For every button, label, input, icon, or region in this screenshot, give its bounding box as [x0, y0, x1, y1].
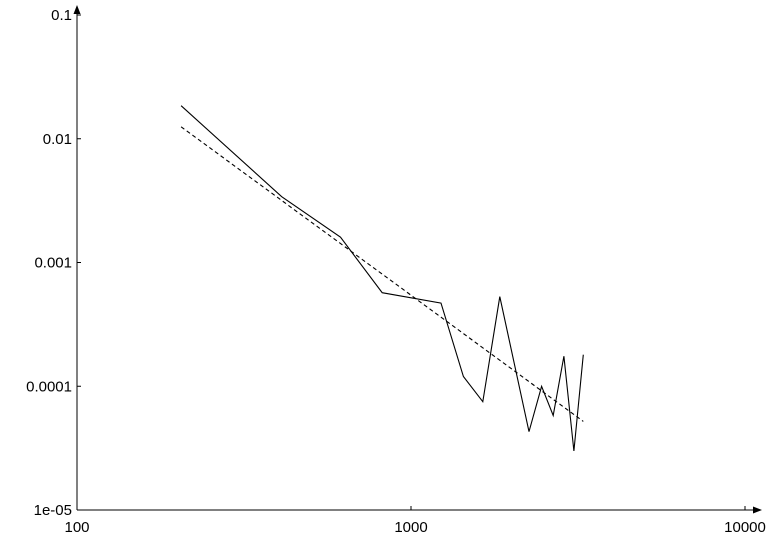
series-layer: [180, 105, 584, 452]
x-tick-label: 10000: [724, 519, 766, 536]
x-tick-label: 100: [64, 519, 89, 536]
y-tick-label: 0.01: [43, 131, 72, 148]
y-tick-label: 0.0001: [26, 378, 72, 395]
x-axis-arrow: [753, 506, 762, 514]
ticks: 100 1000 10000 1e-05 0.0001 0.001 0.01 0.1: [26, 7, 766, 536]
fit-line: [180, 126, 584, 422]
x-tick-label: 1000: [394, 519, 427, 536]
axes: [73, 5, 762, 514]
y-tick-label: 0.001: [34, 255, 72, 272]
y-axis-arrow: [73, 5, 81, 14]
y-tick-label: 1e-05: [34, 502, 72, 519]
data-line: [180, 105, 584, 452]
y-tick-label: 0.1: [51, 7, 72, 24]
